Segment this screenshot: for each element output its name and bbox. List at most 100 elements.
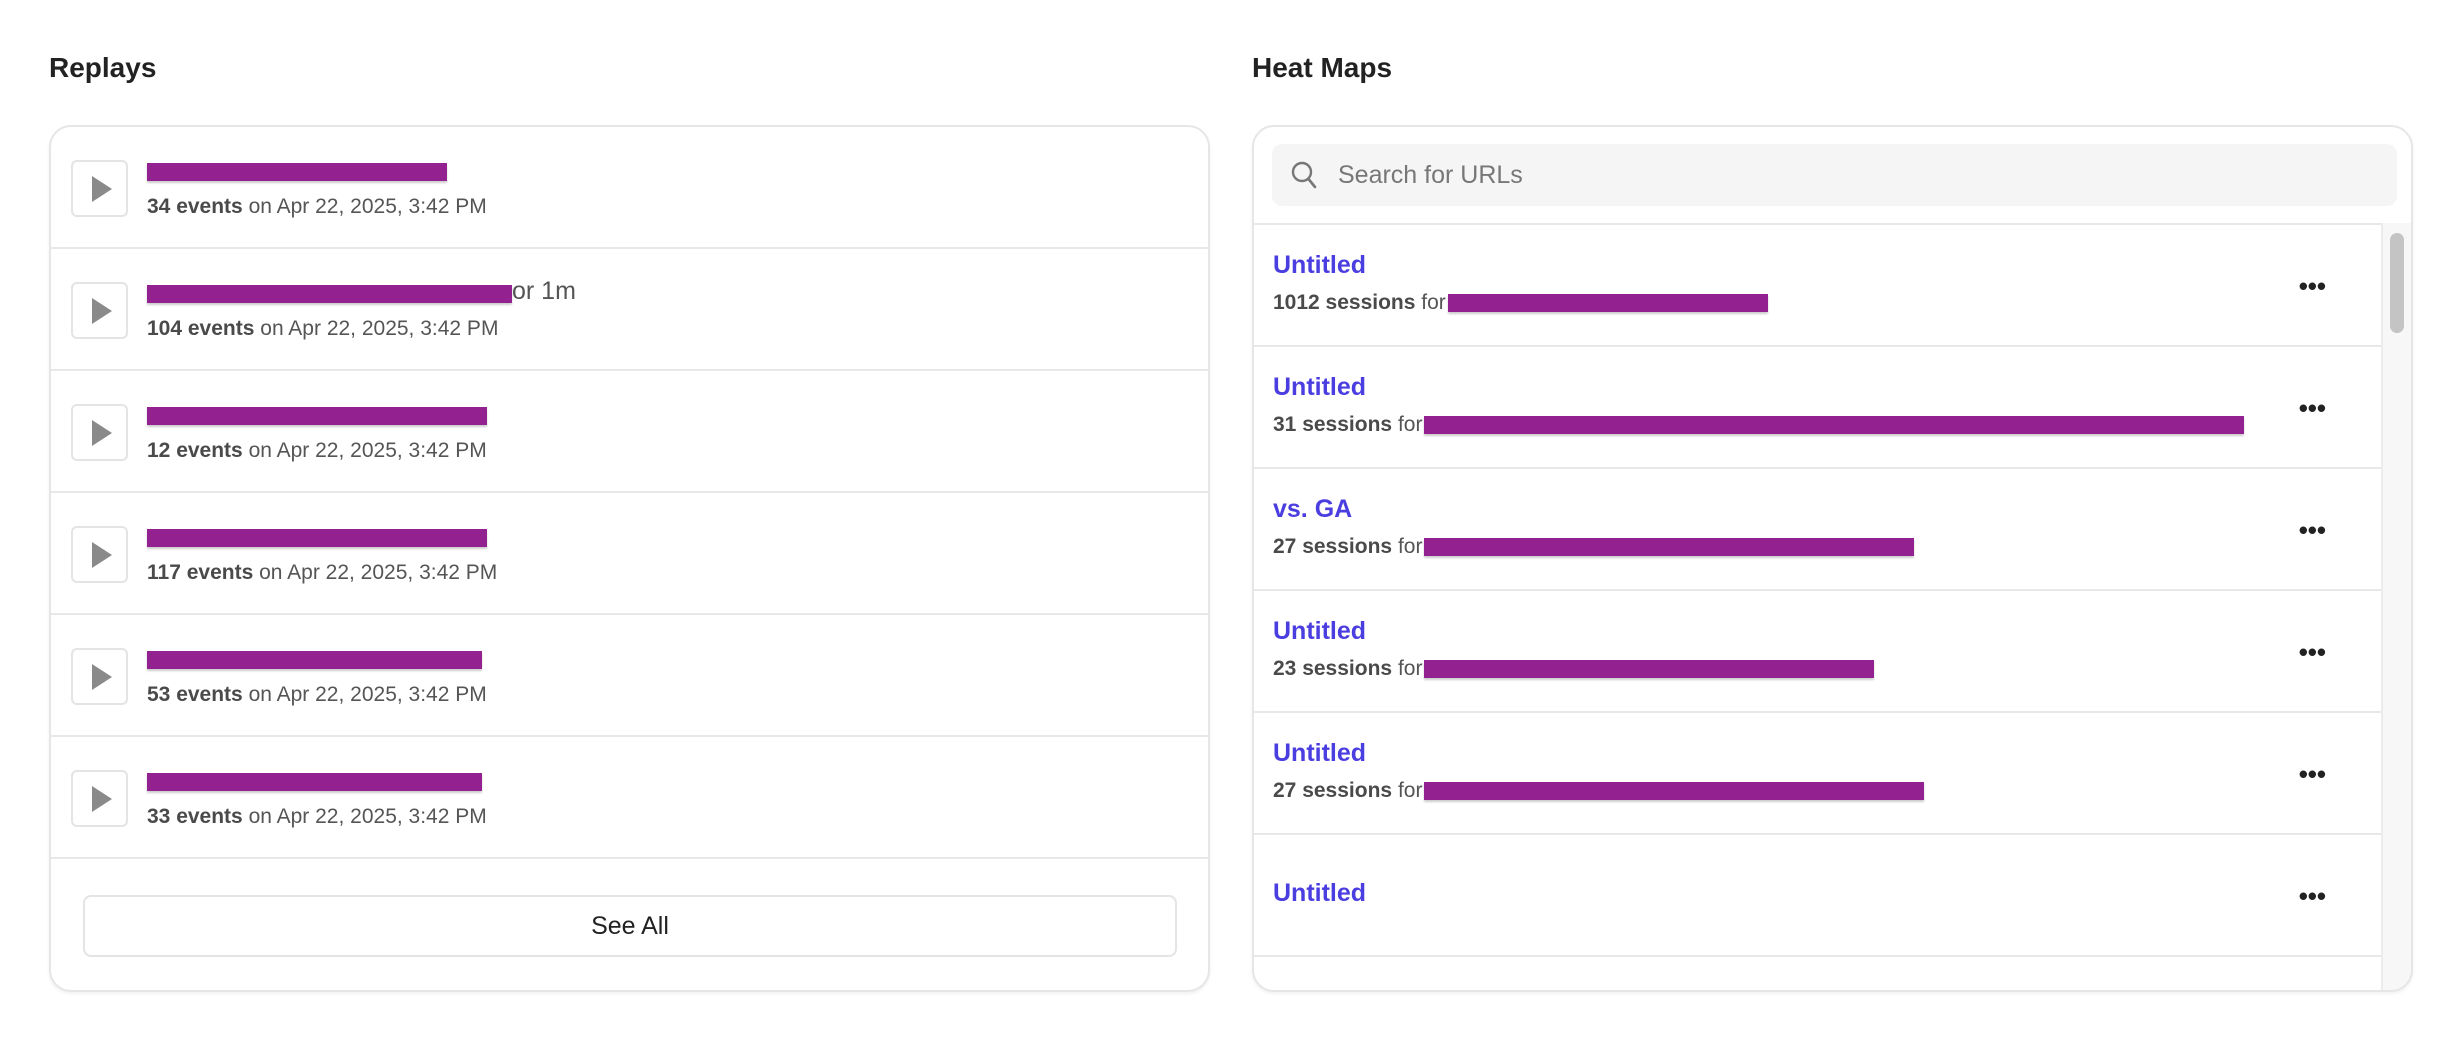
redaction-bar [147,163,447,181]
session-count: 27 sessions [1273,535,1393,558]
replay-meta: 104 events on Apr 22, 2025, 3:42 PM [147,317,498,341]
event-count: 53 events [147,683,243,706]
search-icon [1291,161,1317,189]
replays-list: 34 events on Apr 22, 2025, 3:42 PM or 1m… [51,127,1208,859]
replay-title[interactable] [147,643,647,673]
heatmap-row[interactable]: Untitled 1012 sessions for ••• [1254,225,2382,347]
replay-meta: 33 events on Apr 22, 2025, 3:42 PM [147,805,487,829]
for-label: for [1397,779,1423,802]
search-input[interactable] [1338,144,2378,206]
heatmap-title[interactable]: Untitled [1273,739,1367,767]
heatmap-title[interactable]: Untitled [1273,251,1367,279]
scrollbar-thumb[interactable] [2390,233,2404,333]
event-count: 33 events [147,805,243,828]
play-button[interactable] [71,648,128,705]
heatmap-title[interactable]: Untitled [1273,617,1367,645]
heatmap-meta: 1012 sessions for [1273,291,1768,315]
replay-title[interactable]: or 1m [147,277,647,307]
redaction-bar [1447,294,1768,313]
session-count: 23 sessions [1273,657,1393,680]
heatmap-row[interactable]: Untitled ••• [1254,835,2382,957]
more-horizontal-icon[interactable]: ••• [2298,393,2326,423]
redaction-bar [1424,416,2245,435]
replay-title[interactable] [147,155,647,185]
see-all-button[interactable]: See All [83,895,1177,957]
more-horizontal-icon[interactable]: ••• [2298,637,2326,667]
heatmap-row[interactable]: Untitled 31 sessions for ••• [1254,347,2382,469]
replay-date: on Apr 22, 2025, 3:42 PM [259,561,498,584]
heatmap-meta: 27 sessions for [1273,779,1925,803]
replay-meta: 12 events on Apr 22, 2025, 3:42 PM [147,439,487,463]
play-button[interactable] [71,526,128,583]
replay-row[interactable]: 33 events on Apr 22, 2025, 3:42 PM [51,737,1208,859]
play-icon [91,785,112,812]
redaction-bar [147,651,482,669]
more-horizontal-icon[interactable]: ••• [2298,881,2326,911]
for-label: for [1397,657,1423,680]
replay-row[interactable]: 34 events on Apr 22, 2025, 3:42 PM [51,127,1208,249]
replay-title[interactable] [147,399,647,429]
play-button[interactable] [71,160,128,217]
heatmap-row-partial[interactable] [1254,957,2382,990]
replay-title[interactable] [147,765,647,795]
replay-row[interactable]: or 1m 104 events on Apr 22, 2025, 3:42 P… [51,249,1208,371]
heatmap-meta: 27 sessions for [1273,535,1915,559]
play-button[interactable] [71,282,128,339]
replay-date: on Apr 22, 2025, 3:42 PM [248,195,487,218]
event-count: 104 events [147,317,255,340]
heatmap-row[interactable]: Untitled 27 sessions for ••• [1254,713,2382,835]
replay-meta: 34 events on Apr 22, 2025, 3:42 PM [147,195,487,219]
replay-date: on Apr 22, 2025, 3:42 PM [248,805,487,828]
replay-meta: 53 events on Apr 22, 2025, 3:42 PM [147,683,487,707]
scrollbar[interactable] [2381,223,2411,990]
replay-meta: 117 events on Apr 22, 2025, 3:42 PM [147,561,497,585]
for-label: for [1397,535,1423,558]
replay-row[interactable]: 53 events on Apr 22, 2025, 3:42 PM [51,615,1208,737]
play-icon [91,541,112,568]
heatmap-row[interactable]: Untitled 23 sessions for ••• [1254,591,2382,713]
replays-heading: Replays [49,52,157,83]
play-icon [91,297,112,324]
redaction-bar [1424,538,1915,557]
event-count: 12 events [147,439,243,462]
more-horizontal-icon[interactable]: ••• [2298,759,2326,789]
replay-date: on Apr 22, 2025, 3:42 PM [248,439,487,462]
session-count: 27 sessions [1273,779,1393,802]
heatmaps-card: Untitled 1012 sessions for •••Untitled 3… [1252,125,2413,992]
replay-date: on Apr 22, 2025, 3:42 PM [260,317,499,340]
for-label: for [1421,291,1446,314]
redaction-bar [1424,782,1925,801]
more-horizontal-icon[interactable]: ••• [2298,271,2326,301]
play-button[interactable] [71,770,128,827]
heatmaps-heading: Heat Maps [1252,52,1393,83]
play-button[interactable] [71,404,128,461]
replay-date: on Apr 22, 2025, 3:42 PM [248,683,487,706]
heatmap-meta: 23 sessions for [1273,657,1875,681]
play-icon [91,175,112,202]
session-count: 1012 sessions [1273,291,1416,314]
replay-title-visible-text: or 1m [512,277,576,305]
play-icon [91,419,112,446]
search-bar[interactable] [1272,144,2397,206]
for-label: for [1397,413,1423,436]
heatmap-row[interactable]: vs. GA 27 sessions for ••• [1254,469,2382,591]
redaction-bar [147,529,487,547]
play-icon [91,663,112,690]
event-count: 117 events [147,561,254,584]
replays-card: 34 events on Apr 22, 2025, 3:42 PM or 1m… [49,125,1210,992]
session-count: 31 sessions [1273,413,1393,436]
redaction-bar [147,773,482,791]
replay-row[interactable]: 12 events on Apr 22, 2025, 3:42 PM [51,371,1208,493]
event-count: 34 events [147,195,243,218]
replay-title[interactable] [147,521,647,551]
more-horizontal-icon[interactable]: ••• [2298,515,2326,545]
redaction-bar [147,285,512,303]
heatmap-title[interactable]: Untitled [1273,879,1367,907]
replay-row[interactable]: 117 events on Apr 22, 2025, 3:42 PM [51,493,1208,615]
heatmap-title[interactable]: vs. GA [1273,495,1353,523]
redaction-bar [147,407,487,425]
heatmaps-list: Untitled 1012 sessions for ••• Untitled 3… [1254,223,2382,990]
redaction-bar [1424,660,1875,679]
heatmap-title[interactable]: Untitled [1273,373,1367,401]
heatmap-meta: 31 sessions for [1273,413,2245,437]
